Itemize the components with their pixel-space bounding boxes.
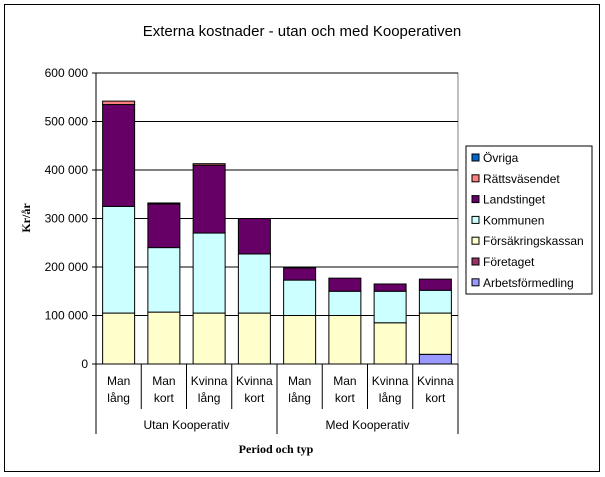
bar-segment — [102, 205, 136, 314]
bar-segment — [283, 279, 317, 316]
bar-segment — [328, 315, 362, 365]
bar-segment — [373, 290, 407, 324]
x-tick-label: Man — [333, 374, 356, 388]
bar-segment — [237, 253, 271, 314]
y-tick-label: 400 000 — [45, 163, 89, 177]
bar-segment — [418, 289, 452, 314]
bar-segment — [147, 311, 181, 365]
bar-segment — [192, 312, 226, 365]
x-tick-label: lång — [198, 391, 221, 405]
bar-segment — [283, 315, 317, 365]
bar-segment — [237, 218, 271, 255]
legend-label: Övriga — [483, 151, 519, 165]
legend-label: Rättsväsendet — [483, 172, 560, 186]
x-tick-label: Kvinna — [236, 374, 273, 388]
bar-segment — [102, 312, 136, 365]
y-tick-label: 500 000 — [45, 115, 89, 129]
bar-segment — [418, 278, 452, 291]
y-tick-label: 200 000 — [45, 260, 89, 274]
x-tick-label: kort — [335, 391, 356, 405]
bar-segment — [147, 202, 181, 205]
legend-swatch — [471, 236, 480, 245]
bar-segment — [373, 322, 407, 365]
bar-segment — [418, 353, 452, 365]
bar-segment — [192, 163, 226, 166]
y-tick-label: 0 — [81, 357, 88, 371]
x-tick-label: kort — [154, 391, 175, 405]
legend: Övriga Rättsväsendet Landstinget Kommunen Fö… — [465, 145, 593, 295]
y-axis-label: Kr/år — [19, 203, 33, 233]
y-tick-label: 100 000 — [45, 309, 89, 323]
x-tick-label: Kvinna — [191, 374, 228, 388]
x-group-label: Med Kooperativ — [325, 418, 409, 432]
bar-segment — [102, 104, 136, 207]
x-tick-label: lång — [288, 391, 311, 405]
bar-segment — [192, 232, 226, 314]
legend-swatch — [471, 278, 480, 287]
legend-label: Kommunen — [483, 213, 544, 227]
x-axis-label: Period och typ — [239, 442, 314, 456]
plot-area: 0 100 000 200 000 300 000 400 000 500 000 600 … — [45, 66, 459, 434]
bar-segment — [328, 277, 362, 292]
bar-segment — [102, 100, 136, 106]
bar-segment — [283, 267, 317, 281]
y-tick-label: 300 000 — [45, 212, 89, 226]
bar-segment — [418, 312, 452, 355]
x-tick-label: Kvinna — [372, 374, 409, 388]
legend-label: Företaget — [483, 255, 535, 269]
legend-swatch — [471, 153, 480, 162]
legend-box — [465, 145, 593, 295]
bar-segment — [147, 247, 181, 313]
legend-label: Försäkringskassan — [483, 234, 584, 248]
x-tick-label: Man — [288, 374, 311, 388]
chart-title: Externa kostnader - utan och med Koopera… — [143, 23, 462, 40]
legend-label: Landstinget — [483, 193, 546, 207]
legend-swatch — [471, 174, 480, 183]
x-tick-label: lång — [107, 391, 130, 405]
x-tick-label: Man — [152, 374, 175, 388]
bar-segment — [147, 203, 181, 249]
legend-swatch — [471, 257, 480, 266]
bar-segment — [237, 312, 271, 365]
legend-swatch — [471, 195, 480, 204]
bar-segment — [328, 290, 362, 316]
x-group-label: Utan Kooperativ — [143, 418, 229, 432]
bar-segment — [192, 164, 226, 234]
x-tick-label: Man — [107, 374, 130, 388]
bar-segment — [373, 283, 407, 292]
legend-label: Arbetsförmedling — [483, 276, 574, 290]
x-tick-label: kort — [425, 391, 446, 405]
x-tick-label: Kvinna — [417, 374, 454, 388]
legend-swatch — [471, 215, 480, 224]
x-tick-label: lång — [379, 391, 402, 405]
x-tick-label: kort — [244, 391, 265, 405]
y-tick-label: 600 000 — [45, 66, 89, 80]
